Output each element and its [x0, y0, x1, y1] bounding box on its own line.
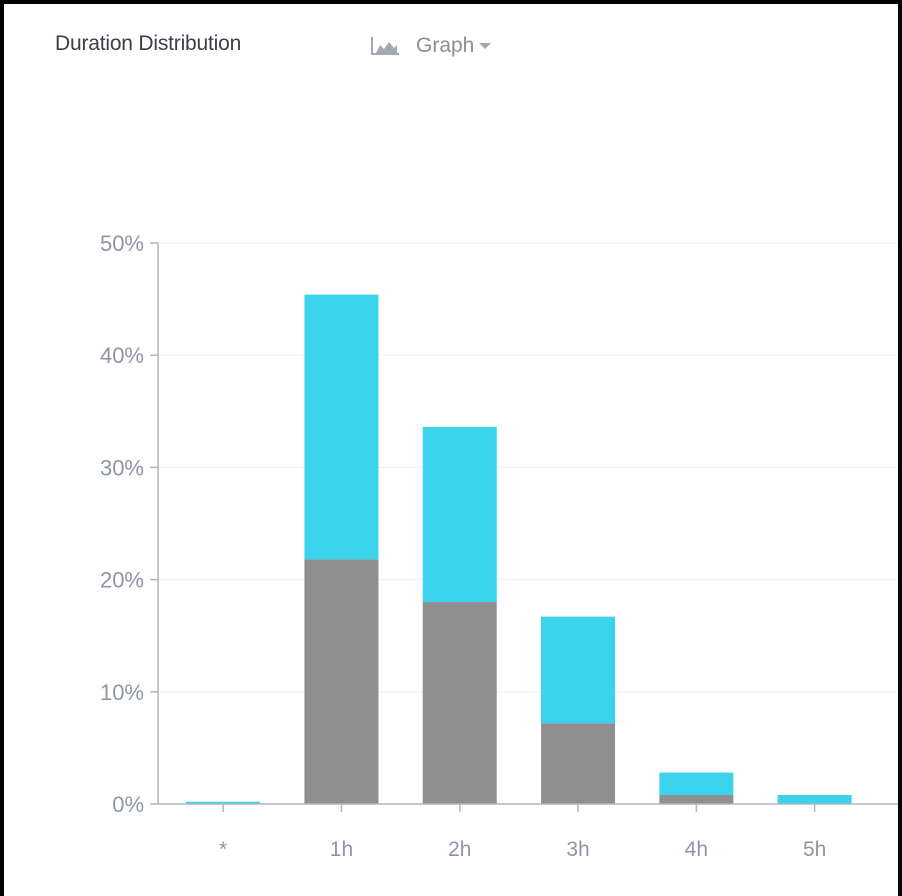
chevron-down-icon [479, 43, 492, 49]
chart-panel: Duration Distribution Graph 0% 10% 20% 30% 4… [4, 4, 898, 896]
x-tick-label: 4h [685, 838, 708, 861]
bar-1h-series-2 [304, 294, 379, 560]
duration-distribution-chart: 0% 10% 20% 30% 40% 50% * 1h 2h 3h 4h 5h [100, 231, 898, 861]
x-tick-label: * [219, 838, 227, 861]
bar-3h-series-2 [541, 616, 616, 724]
y-tick-label: 50% [100, 231, 144, 256]
bar-3h-series-1 [541, 723, 616, 804]
area-chart-icon [371, 37, 399, 55]
x-tick-label: 5h [803, 838, 826, 861]
bar-1h-series-1 [304, 559, 379, 804]
x-tick-label: 1h [330, 838, 353, 861]
graph-view-label: Graph [416, 34, 475, 57]
bar-none-series-2 [186, 801, 261, 804]
y-tick-label: 10% [100, 680, 144, 705]
bar-4h-series-2 [659, 772, 734, 796]
y-tick-label: 20% [100, 568, 144, 593]
y-tick-label: 0% [112, 792, 144, 817]
x-tick-label: 3h [566, 838, 589, 861]
bar-4h-series-1 [659, 795, 734, 804]
bar-2h-series-2 [422, 427, 497, 603]
panel-header: Duration Distribution Graph [4, 4, 898, 94]
graph-view-dropdown[interactable]: Graph [370, 32, 492, 60]
y-tick-label: 30% [100, 455, 144, 480]
y-tick-label: 40% [100, 343, 144, 368]
x-tick-label: 2h [448, 838, 471, 861]
bar-5h-series-2 [777, 795, 852, 804]
bar-2h-series-1 [422, 602, 497, 804]
panel-title: Duration Distribution [55, 32, 242, 55]
